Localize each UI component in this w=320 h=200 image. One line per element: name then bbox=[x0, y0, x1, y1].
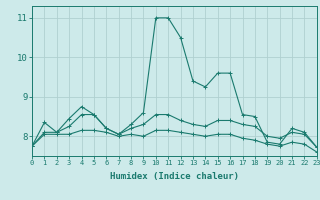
X-axis label: Humidex (Indice chaleur): Humidex (Indice chaleur) bbox=[110, 172, 239, 181]
